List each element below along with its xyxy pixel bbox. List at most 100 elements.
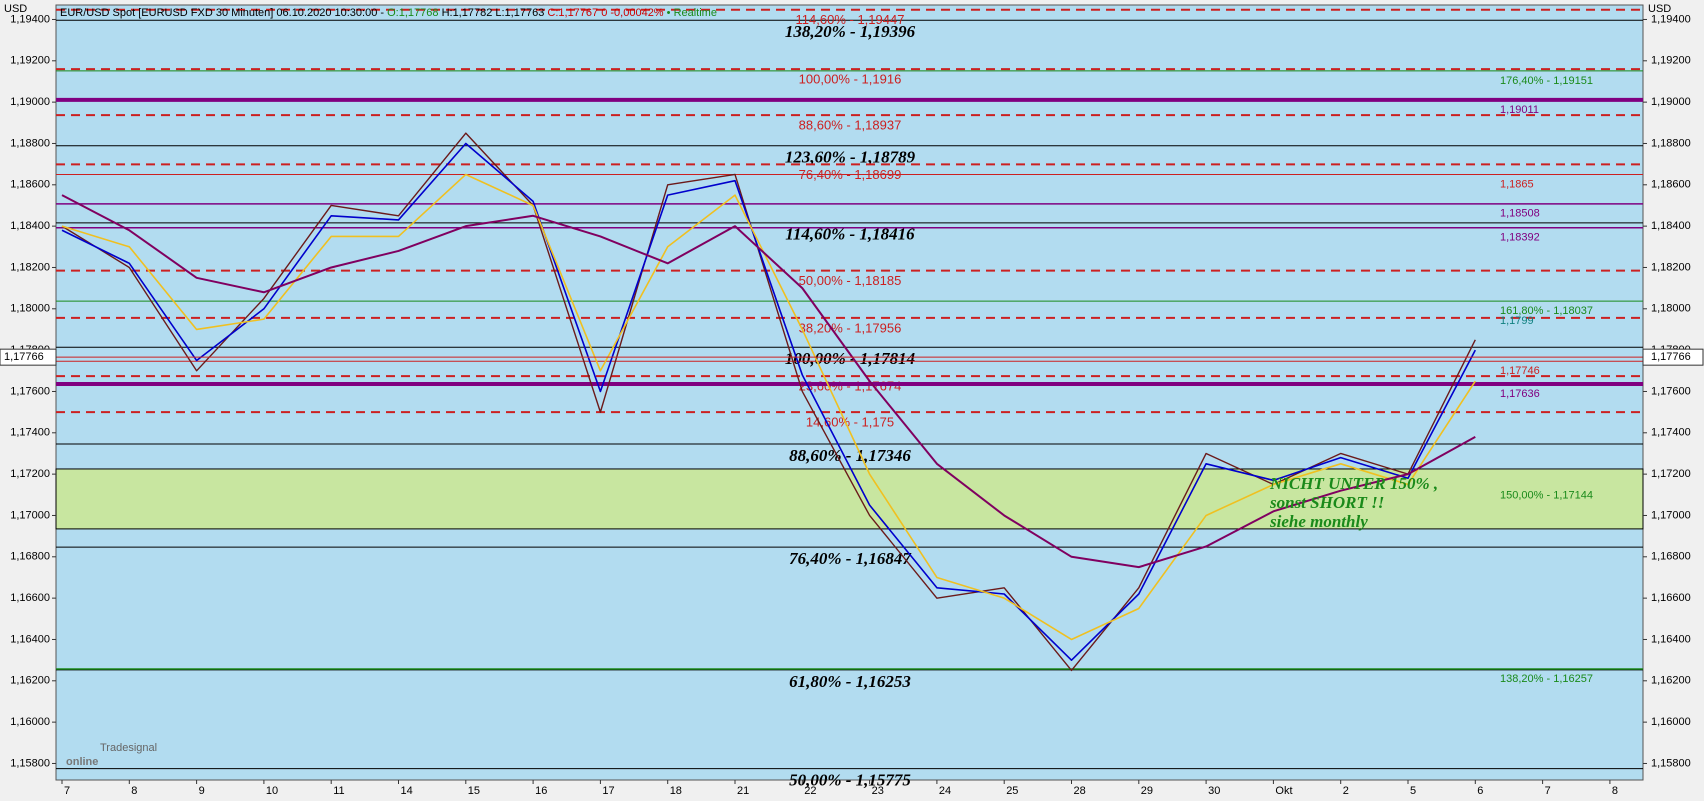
x-tick-label: 8 [1612, 785, 1618, 797]
level-label: 1,18508 [1500, 208, 1540, 220]
x-tick-label: Okt [1275, 785, 1292, 797]
fib-label: 50,00% - 1,18185 [799, 273, 902, 288]
y-tick-label: 1,18400 [10, 220, 50, 232]
last-price-label: 1,17766 [1651, 351, 1691, 363]
x-tick-label: 17 [602, 785, 614, 797]
y-tick-label: 1,17600 [1651, 385, 1691, 397]
y-tick-label: 1,16400 [1651, 633, 1691, 645]
y-tick-label: 1,19000 [10, 96, 50, 108]
price-line [61, 132, 1476, 672]
y-tick-label: 1,19200 [1651, 55, 1691, 67]
y-tick-label: 1,19200 [10, 55, 50, 67]
x-tick-label: 15 [468, 785, 480, 797]
x-tick-label: 6 [1477, 785, 1483, 797]
y-tick-label: 1,16600 [1651, 592, 1691, 604]
last-price-label: 1,17766 [4, 351, 44, 363]
x-tick-label: 24 [939, 785, 951, 797]
x-tick-label: 28 [1074, 785, 1086, 797]
level-label: 1,18392 [1500, 232, 1540, 244]
level-label: 114,60% - 1,18416 [785, 225, 915, 244]
x-tick-label: 11 [333, 785, 344, 797]
level-label: 1,17746 [1500, 365, 1540, 377]
y-tick-label: 1,16000 [1651, 716, 1691, 728]
x-tick-label: 23 [872, 785, 884, 797]
annotation: sonst SHORT !! [1269, 493, 1384, 512]
price-line [61, 194, 1476, 569]
y-tick-label: 1,17200 [10, 468, 50, 480]
level-label: 138,20% - 1,16257 [1500, 673, 1593, 685]
last-price-box [1642, 348, 1704, 366]
fib-label: 114,60% - 1,19447 [796, 12, 905, 27]
y-unit-left: USD [4, 3, 27, 15]
x-tick-label: 2 [1343, 785, 1349, 797]
y-tick-label: 1,17400 [10, 427, 50, 439]
y-tick-label: 1,17600 [10, 385, 50, 397]
level-label: 176,40% - 1,19151 [1500, 75, 1593, 87]
price-line [61, 173, 1476, 641]
y-tick-label: 1,15800 [10, 757, 50, 769]
y-tick-label: 1,18000 [10, 303, 50, 315]
y-tick-label: 1,18800 [1651, 137, 1691, 149]
fib-label: 23,60% - 1,17674 [799, 379, 902, 394]
x-tick-label: 7 [1545, 785, 1551, 797]
level-label: 76,40% - 1,16847 [789, 549, 912, 568]
x-tick-label: 9 [199, 785, 205, 797]
level-label: 88,60% - 1,17346 [789, 446, 911, 465]
y-tick-label: 1,16800 [1651, 551, 1691, 563]
level-label: 50,00% - 1,15775 [789, 771, 911, 790]
y-tick-label: 1,16000 [10, 716, 50, 728]
y-tick-label: 1,19000 [1651, 96, 1691, 108]
fib-label: 38,20% - 1,17956 [799, 320, 902, 335]
level-label: 61,80% - 1,16253 [789, 672, 911, 691]
x-tick-label: 16 [535, 785, 547, 797]
y-tick-label: 1,18600 [1651, 179, 1691, 191]
y-tick-label: 1,16400 [10, 633, 50, 645]
y-tick-label: 1,19400 [1651, 13, 1691, 25]
x-tick-label: 7 [64, 785, 70, 797]
level-label: 1,17636 [1500, 388, 1540, 400]
y-tick-label: 1,18400 [1651, 220, 1691, 232]
y-tick-label: 1,18200 [1651, 261, 1691, 273]
annotation: siehe monthly [1269, 512, 1368, 531]
fib-label: 100,00% - 1,1916 [799, 72, 902, 87]
chart-header: EUR/USD Spot [EURUSD FXD 30 Minuten] 06.… [60, 7, 717, 19]
y-tick-label: 1,18000 [1651, 303, 1691, 315]
y-tick-label: 1,17000 [1651, 509, 1691, 521]
y-tick-label: 1,16800 [10, 551, 50, 563]
last-price-box [0, 348, 57, 366]
x-tick-label: 18 [670, 785, 682, 797]
level-label: 1,19011 [1500, 104, 1539, 116]
x-tick-label: 14 [401, 785, 413, 797]
fib-label: 88,60% - 1,18937 [799, 118, 902, 133]
y-tick-label: 1,17000 [10, 509, 50, 521]
y-tick-label: 1,16600 [10, 592, 50, 604]
level-label: 1,1799 [1500, 315, 1534, 327]
level-label: 138,20% - 1,19396 [785, 22, 916, 41]
x-tick-label: 8 [131, 785, 137, 797]
x-tick-label: 29 [1141, 785, 1153, 797]
y-tick-label: 1,16200 [10, 675, 50, 687]
x-tick-label: 25 [1006, 785, 1018, 797]
y-tick-label: 1,18600 [10, 179, 50, 191]
y-tick-label: 1,18800 [10, 137, 50, 149]
y-tick-label: 1,17400 [1651, 427, 1691, 439]
level-label: 123,60% - 1,18789 [785, 148, 916, 167]
x-tick-label: 5 [1410, 785, 1416, 797]
level-label: 161,80% - 1,18037 [1500, 305, 1593, 317]
annotation: NICHT UNTER 150% , [1269, 474, 1438, 493]
price-line [61, 142, 1477, 661]
level-label: 1,1865 [1500, 178, 1534, 190]
x-tick-label: 10 [266, 785, 278, 797]
y-tick-label: 1,18200 [10, 261, 50, 273]
plot-area [55, 4, 1644, 781]
y-unit-right: USD [1648, 3, 1671, 15]
x-tick-label: 30 [1208, 785, 1220, 797]
logo: Tradesignal online [66, 742, 157, 768]
level-label: 150,00% - 1,17144 [1500, 490, 1593, 502]
y-tick-label: 1,15800 [1651, 757, 1691, 769]
logo-small: Tradesignal [100, 742, 157, 754]
logo-big: online [66, 756, 98, 768]
level-label: 100,00% - 1,17814 [785, 349, 915, 368]
y-tick-label: 1,17200 [1651, 468, 1691, 480]
